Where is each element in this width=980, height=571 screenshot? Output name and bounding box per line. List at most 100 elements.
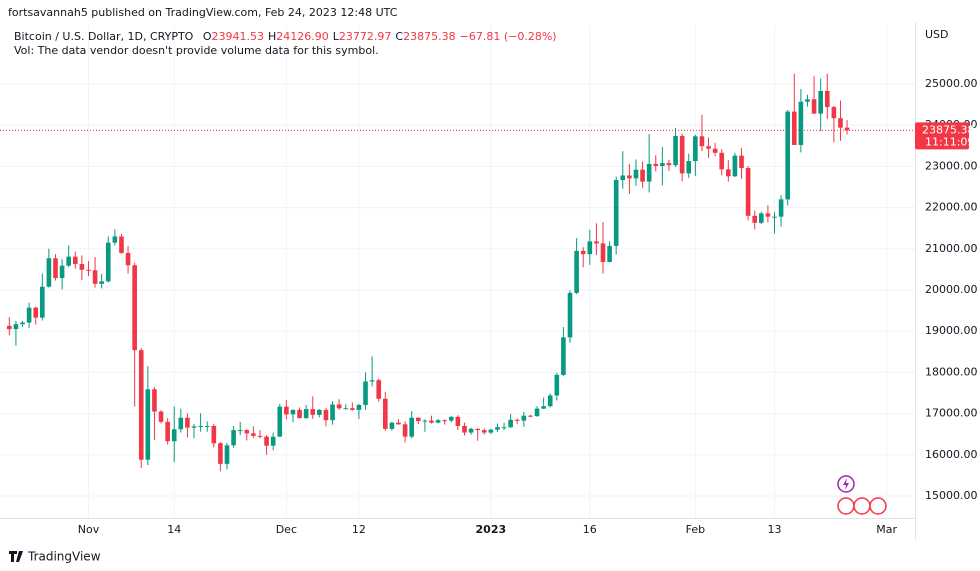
- candle-body: [185, 417, 190, 428]
- candle-body: [92, 270, 98, 284]
- candle-body: [811, 99, 817, 114]
- candle-body: [594, 241, 599, 244]
- candle-body: [224, 445, 230, 464]
- y-tick-label: 23000.00: [925, 159, 978, 172]
- candle-body: [587, 241, 593, 255]
- candle-body: [369, 380, 375, 382]
- candle-body: [501, 427, 507, 429]
- candle-body: [119, 236, 124, 253]
- ohlc-value: 24126.90: [276, 30, 329, 43]
- y-tick-label: 16000.00: [925, 448, 978, 461]
- y-tick-label: 15000.00: [925, 489, 978, 502]
- logo: [9, 551, 23, 562]
- candle-body: [745, 168, 751, 216]
- candle-body: [231, 430, 236, 446]
- candle-body: [653, 163, 659, 166]
- candle-body: [132, 265, 137, 351]
- candle-body: [752, 215, 758, 223]
- candle-body: [383, 398, 388, 429]
- candle-body: [640, 169, 645, 182]
- candle-body: [198, 425, 203, 427]
- candle-body: [323, 409, 329, 421]
- x-tick-label: 14: [167, 523, 181, 536]
- candle-body: [270, 436, 276, 446]
- ohlc-key: O: [203, 30, 212, 43]
- volume-note: Vol: The data vendor doesn't provide vol…: [14, 44, 379, 57]
- ohlc-value: 23772.97: [339, 30, 392, 43]
- candle-body: [844, 127, 850, 131]
- candle-body: [481, 430, 487, 433]
- candle-body: [86, 269, 91, 271]
- candle-body: [396, 422, 401, 425]
- candle-body: [772, 216, 777, 218]
- candle-body: [152, 389, 157, 412]
- candle-body: [244, 430, 250, 434]
- candle-body: [79, 264, 85, 270]
- candle-body: [303, 409, 309, 419]
- candle-body: [600, 243, 606, 262]
- candle-body: [39, 286, 45, 318]
- candle-body: [699, 136, 705, 147]
- y-tick-label: 22000.00: [925, 201, 978, 214]
- candle-body: [171, 429, 177, 442]
- currency: USD: [925, 28, 949, 41]
- candle-body: [46, 258, 52, 287]
- candle-body: [554, 374, 560, 396]
- candle-body: [66, 256, 71, 266]
- candle-body: [805, 99, 810, 102]
- candle-body: [178, 417, 184, 430]
- candle-body: [758, 213, 764, 223]
- candle-body: [53, 258, 58, 279]
- candle-body: [455, 416, 461, 426]
- candle-body: [415, 417, 421, 422]
- axis-labels: 15000.00 16000.00 17000.00 18000.00 19000.00…: [78, 77, 978, 536]
- candle-body: [125, 252, 131, 266]
- y-tick-label: 25000.00: [925, 77, 978, 90]
- candle-body: [824, 91, 830, 108]
- candle-body: [264, 436, 269, 446]
- candle-body: [561, 337, 566, 375]
- candle-body: [165, 421, 170, 442]
- candle-body: [112, 236, 118, 243]
- candle-body: [336, 404, 342, 409]
- candle-body: [712, 148, 718, 153]
- candle-body: [409, 417, 415, 437]
- x-tick-label: Mar: [876, 523, 897, 536]
- candle-body: [627, 175, 632, 179]
- candle-body: [468, 428, 474, 433]
- candle-body: [508, 419, 513, 428]
- candle-body: [646, 163, 652, 182]
- countdown: 11:11:09: [925, 135, 974, 148]
- candle-body: [732, 155, 738, 177]
- candle-body: [567, 292, 573, 338]
- candle-body: [719, 152, 725, 170]
- candle-body: [191, 426, 197, 428]
- candle-body: [514, 419, 520, 421]
- candle-body: [462, 425, 467, 433]
- ohlc-value: 23941.53: [212, 30, 265, 43]
- candle-body: [356, 404, 362, 410]
- candle-body: [435, 420, 441, 423]
- candle-body: [528, 415, 533, 417]
- candle-body: [541, 406, 546, 409]
- candle-body: [284, 406, 289, 415]
- candle-body: [290, 409, 296, 415]
- candle-body: [330, 404, 335, 421]
- candle-body: [7, 325, 12, 330]
- candle-body: [138, 350, 144, 460]
- symbol-line: Bitcoin / U.S. Dollar, 1D, CRYPTO O23941…: [14, 30, 557, 43]
- x-tick-label: 12: [352, 523, 366, 536]
- candle-body: [297, 409, 302, 419]
- grid: [0, 25, 915, 518]
- candle-body: [495, 427, 500, 430]
- candle-body: [448, 416, 454, 421]
- candle-body: [831, 107, 837, 119]
- publisher: fortsavannah5 published on TradingView.c…: [8, 6, 398, 19]
- candle-body: [679, 135, 685, 174]
- change: −67.81 (−0.28%): [460, 30, 557, 43]
- candle-body: [429, 420, 434, 423]
- candle-body: [475, 428, 480, 431]
- candle-body: [204, 425, 210, 427]
- candle-body: [778, 199, 784, 217]
- candle-body: [693, 136, 698, 162]
